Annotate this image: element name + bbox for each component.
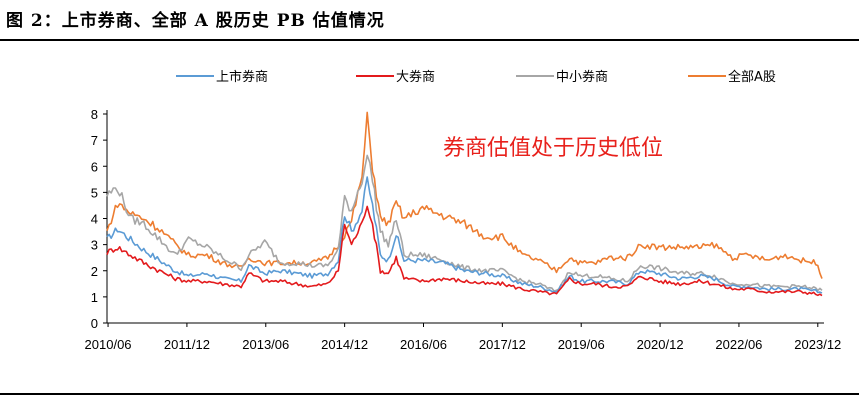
y-tick-label: 2 [91,264,98,279]
bottom-rule [0,393,859,395]
x-tick-label: 2011/12 [164,337,210,352]
x-tick-label: 2020/12 [637,337,684,352]
y-tick-label: 3 [91,238,98,253]
legend-label: 全部A股 [728,69,776,85]
legend-label: 中小券商 [556,69,608,85]
x-tick-label: 2023/12 [794,337,841,352]
y-tick-label: 8 [91,107,98,122]
x-tick-label: 2013/06 [242,337,289,352]
y-tick-label: 6 [91,159,98,174]
top-rule [0,39,859,41]
chart-annotation: 券商估值处于历史低位 [443,136,663,161]
chart-axes: 0 1 2 3 4 5 6 7 8 2010/06 2011/12 2013/06 2014/12 201… [85,107,842,352]
legend-label: 大券商 [396,69,435,85]
y-tick-label: 7 [91,133,98,148]
x-tick-label: 2010/06 [85,337,132,352]
y-tick-label: 1 [91,290,98,305]
series-line [106,176,823,294]
y-tick-label: 5 [91,185,98,200]
series-line [106,111,823,279]
x-tick-label: 2019/06 [558,337,605,352]
series-line [106,205,823,297]
x-tick-label: 2016/06 [400,337,447,352]
x-tick-label: 2017/12 [479,337,526,352]
y-tick-label: 4 [91,212,98,227]
figure-title: 图 2：上市券商、全部 A 股历史 PB 估值情况 [6,11,385,31]
x-tick-label: 2022/06 [715,337,762,352]
chart-series [106,111,823,297]
legend-label: 上市券商 [216,69,268,85]
x-tick-label: 2014/12 [321,337,368,352]
y-tick-label: 0 [91,316,98,331]
series-line [106,154,823,292]
chart-legend: 上市券商 大券商 中小券商 全部A股 [176,69,776,85]
